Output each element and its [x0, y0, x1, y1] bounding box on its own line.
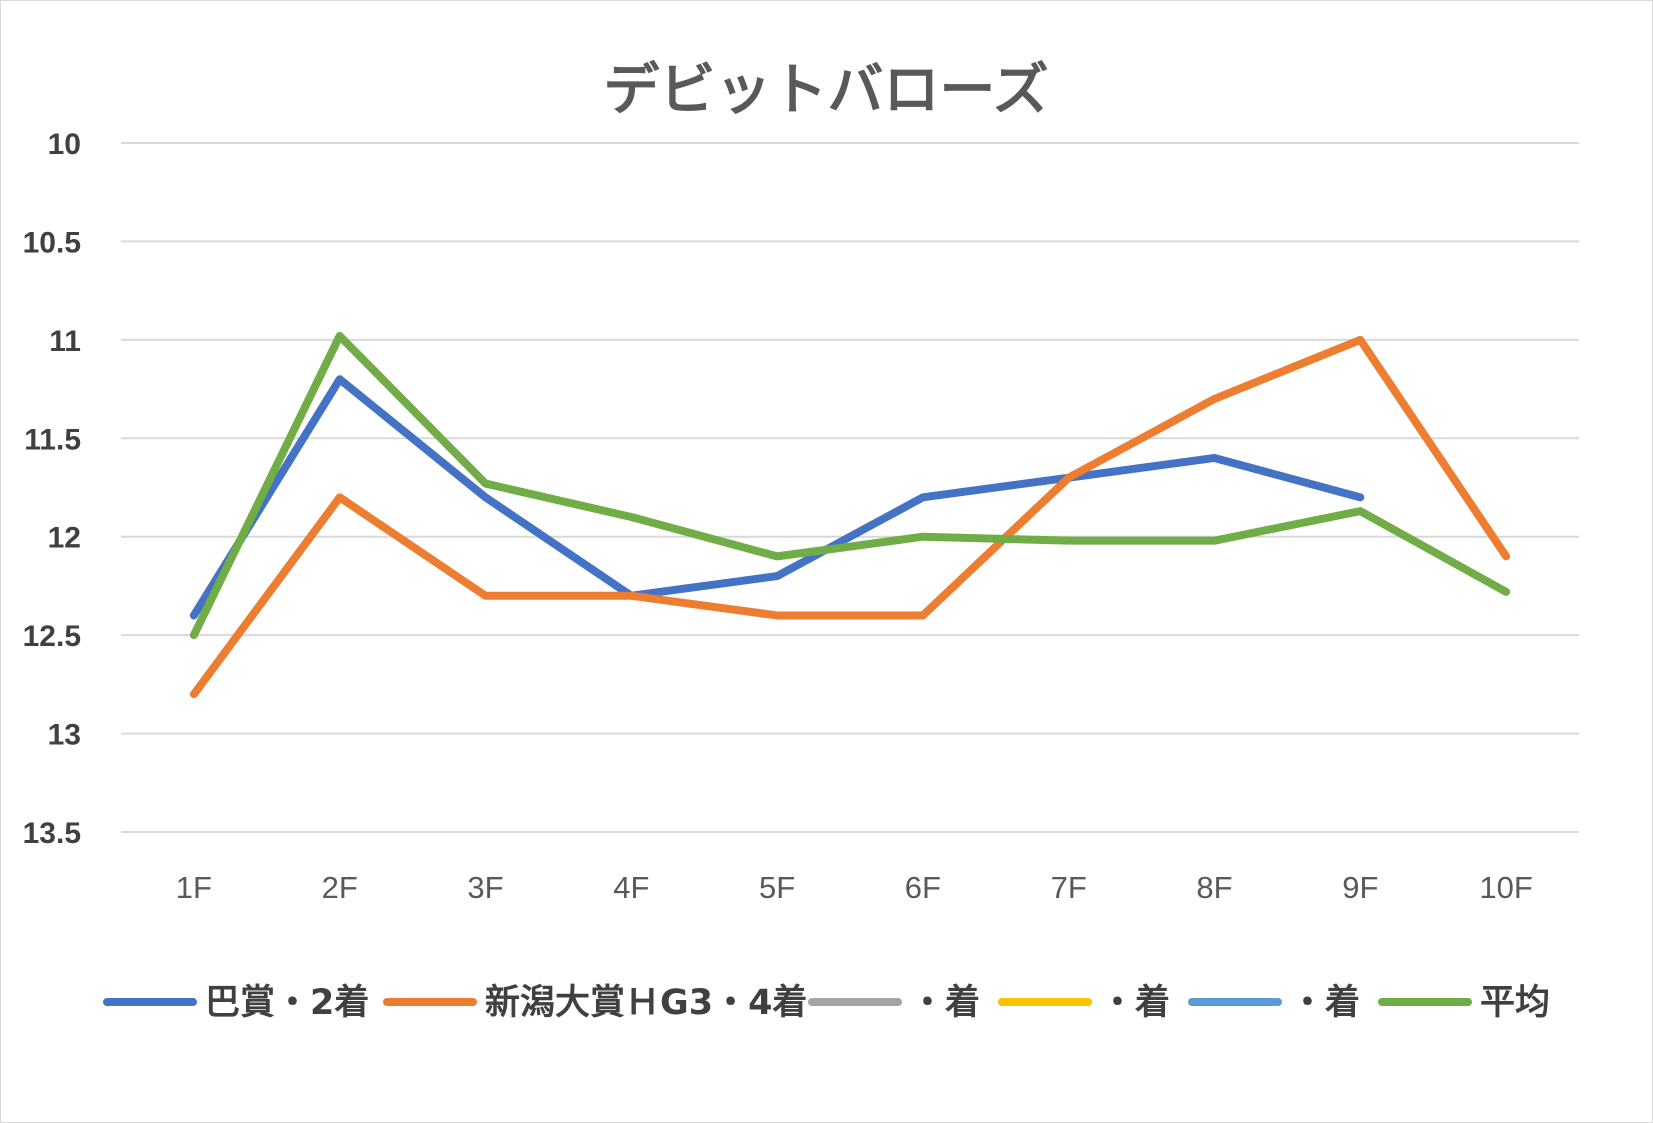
- y-axis-ticks: 10 10.5 11 11.5 12 12.5 13 13.5: [23, 128, 81, 850]
- x-axis-ticks: 1F 2F 3F 4F 5F 6F 7F 8F 9F 10F: [176, 870, 1533, 905]
- legend-label: 新潟大賞ＨG3・4着: [485, 983, 807, 1023]
- x-tick-label: 10F: [1479, 870, 1532, 905]
- series-line: [189, 335, 1511, 699]
- legend-label: 平均: [1480, 983, 1550, 1023]
- x-tick-label: 3F: [467, 870, 503, 905]
- y-tick-label: 12.5: [23, 620, 81, 653]
- series-line: [189, 375, 1365, 620]
- y-tick-label: 10: [48, 128, 81, 161]
- x-tick-label: 8F: [1196, 870, 1232, 905]
- legend-label: ・着: [910, 983, 980, 1023]
- x-tick-label: 5F: [759, 870, 795, 905]
- x-tick-label: 9F: [1342, 870, 1378, 905]
- x-tick-label: 7F: [1051, 870, 1087, 905]
- series-lines: [189, 331, 1511, 699]
- y-tick-label: 10.5: [23, 226, 81, 259]
- y-tick-label: 11.5: [24, 423, 81, 456]
- legend-label: ・着: [1290, 983, 1360, 1023]
- series-line: [189, 331, 1511, 640]
- chart-title: デビットバローズ: [603, 58, 1048, 123]
- x-tick-label: 6F: [905, 870, 941, 905]
- y-tick-label: 13.5: [23, 817, 81, 850]
- x-tick-label: 4F: [613, 870, 649, 905]
- legend: 巴賞・2着 新潟大賞ＨG3・4着 ・着 ・着 ・着 平均: [103, 983, 1550, 1023]
- legend-label: ・着: [1100, 983, 1170, 1023]
- y-tick-label: 12: [48, 522, 81, 555]
- x-tick-label: 1F: [176, 870, 212, 905]
- y-tick-label: 11: [49, 325, 81, 358]
- gridlines: [121, 142, 1579, 833]
- legend-label: 巴賞・2着: [205, 983, 369, 1023]
- y-tick-label: 13: [48, 719, 81, 752]
- x-tick-label: 2F: [322, 870, 358, 905]
